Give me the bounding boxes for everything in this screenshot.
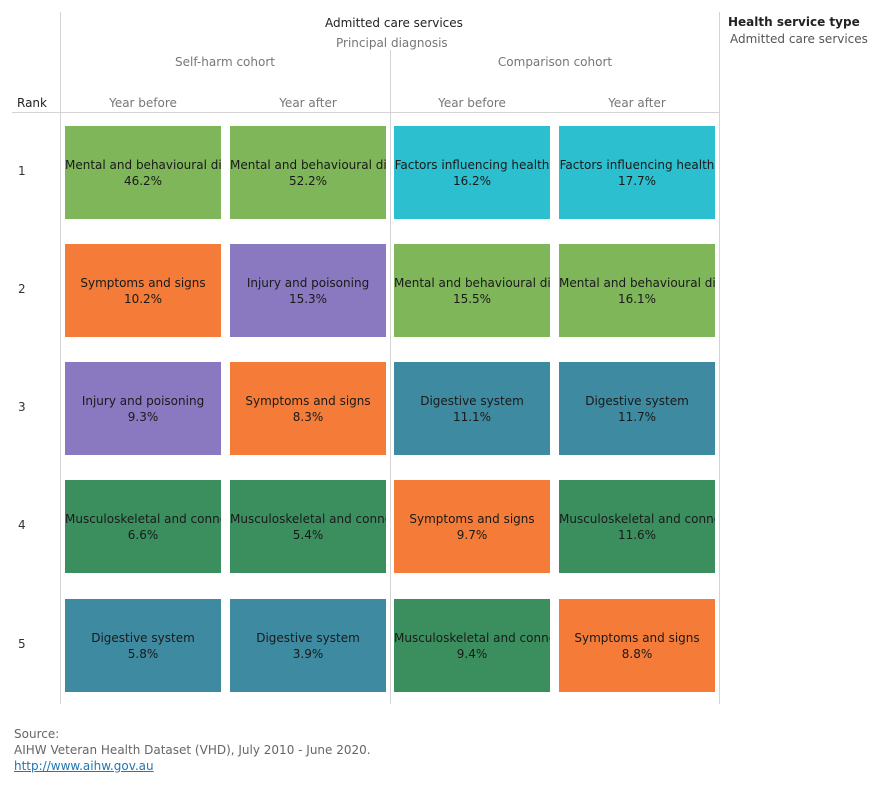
diagnosis-value: 11.7%: [617, 409, 657, 424]
diagnosis-label: Digestive system: [91, 630, 195, 645]
chart-title: Admitted care services: [325, 16, 463, 30]
diagnosis-value: 16.1%: [617, 291, 657, 306]
diagnosis-label: Mental and behavioural dis: [230, 157, 386, 172]
diagnosis-cell[interactable]: Musculoskeletal and conne 9.4%: [394, 599, 550, 692]
rank-label: 4: [18, 518, 26, 532]
diagnosis-value: 8.3%: [292, 409, 324, 424]
diagnosis-cell[interactable]: Digestive system 11.7%: [559, 362, 715, 455]
diagnosis-cell[interactable]: Musculoskeletal and conne 11.6%: [559, 480, 715, 573]
diagnosis-label: Digestive system: [585, 393, 689, 408]
grid-line-middle: [390, 50, 391, 704]
diagnosis-cell[interactable]: Factors influencing health 16.2%: [394, 126, 550, 219]
cohort-header: Self-harm cohort: [175, 55, 275, 69]
period-header: Year after: [279, 96, 337, 110]
diagnosis-value: 15.3%: [288, 291, 328, 306]
diagnosis-value: 8.8%: [621, 646, 653, 661]
diagnosis-cell[interactable]: Factors influencing health 17.7%: [559, 126, 715, 219]
diagnosis-value: 17.7%: [617, 173, 657, 188]
diagnosis-value: 3.9%: [292, 646, 324, 661]
diagnosis-cell[interactable]: Symptoms and signs 8.3%: [230, 362, 386, 455]
diagnosis-value: 6.6%: [127, 527, 159, 542]
diagnosis-label: Factors influencing health: [394, 157, 550, 172]
diagnosis-label: Musculoskeletal and conne: [230, 511, 386, 526]
legend-title: Health service type: [728, 15, 860, 29]
period-header: Year before: [109, 96, 177, 110]
period-header: Year before: [438, 96, 506, 110]
cohort-header: Comparison cohort: [497, 55, 613, 69]
diagnosis-value: 11.1%: [452, 409, 492, 424]
diagnosis-cell[interactable]: Musculoskeletal and conne 5.4%: [230, 480, 386, 573]
diagnosis-value: 9.7%: [456, 527, 488, 542]
diagnosis-cell[interactable]: Mental and behavioural dis 16.1%: [559, 244, 715, 337]
diagnosis-label: Musculoskeletal and conne: [394, 630, 550, 645]
chart-subtitle: Principal diagnosis: [336, 36, 448, 50]
diagnosis-value: 10.2%: [123, 291, 163, 306]
diagnosis-cell[interactable]: Symptoms and signs 10.2%: [65, 244, 221, 337]
diagnosis-label: Injury and poisoning: [81, 393, 205, 408]
diagnosis-label: Factors influencing health: [559, 157, 715, 172]
rank-label: 5: [18, 637, 26, 651]
diagnosis-value: 11.6%: [617, 527, 657, 542]
diagnosis-cell[interactable]: Digestive system 11.1%: [394, 362, 550, 455]
diagnosis-value: 15.5%: [452, 291, 492, 306]
rank-header: Rank: [17, 96, 47, 110]
legend-item[interactable]: Admitted care services: [730, 32, 868, 46]
diagnosis-label: Mental and behavioural dis: [394, 275, 550, 290]
diagnosis-cell[interactable]: Mental and behavioural dis 15.5%: [394, 244, 550, 337]
diagnosis-label: Mental and behavioural dis: [559, 275, 715, 290]
diagnosis-value: 52.2%: [288, 173, 328, 188]
diagnosis-label: Musculoskeletal and conne: [559, 511, 715, 526]
diagnosis-value: 9.4%: [456, 646, 488, 661]
diagnosis-label: Symptoms and signs: [574, 630, 700, 645]
rank-label: 1: [18, 164, 26, 178]
diagnosis-cell[interactable]: Symptoms and signs 9.7%: [394, 480, 550, 573]
diagnosis-value: 5.8%: [127, 646, 159, 661]
diagnosis-label: Mental and behavioural dis: [65, 157, 221, 172]
diagnosis-label: Symptoms and signs: [80, 275, 206, 290]
diagnosis-cell[interactable]: Digestive system 3.9%: [230, 599, 386, 692]
diagnosis-cell[interactable]: Injury and poisoning 9.3%: [65, 362, 221, 455]
source-text: AIHW Veteran Health Dataset (VHD), July …: [14, 743, 371, 757]
rank-label: 2: [18, 282, 26, 296]
grid-line-left: [60, 12, 61, 704]
diagnosis-cell[interactable]: Mental and behavioural dis 52.2%: [230, 126, 386, 219]
source-link[interactable]: http://www.aihw.gov.au: [14, 759, 154, 773]
source-label: Source:: [14, 727, 60, 741]
diagnosis-label: Symptoms and signs: [409, 511, 535, 526]
diagnosis-cell[interactable]: Mental and behavioural dis 46.2%: [65, 126, 221, 219]
diagnosis-value: 16.2%: [452, 173, 492, 188]
diagnosis-label: Digestive system: [420, 393, 524, 408]
diagnosis-cell[interactable]: Injury and poisoning 15.3%: [230, 244, 386, 337]
diagnosis-cell[interactable]: Symptoms and signs 8.8%: [559, 599, 715, 692]
diagnosis-label: Digestive system: [256, 630, 360, 645]
period-header: Year after: [608, 96, 666, 110]
source-block: Source: AIHW Veteran Health Dataset (VHD…: [14, 726, 371, 774]
diagnosis-value: 5.4%: [292, 527, 324, 542]
grid-line-right: [719, 12, 720, 704]
diagnosis-cell[interactable]: Digestive system 5.8%: [65, 599, 221, 692]
diagnosis-cell[interactable]: Musculoskeletal and conne 6.6%: [65, 480, 221, 573]
grid-line-header: [12, 112, 720, 113]
diagnosis-value: 9.3%: [127, 409, 159, 424]
rank-label: 3: [18, 400, 26, 414]
diagnosis-label: Symptoms and signs: [245, 393, 371, 408]
diagnosis-label: Injury and poisoning: [246, 275, 370, 290]
diagnosis-label: Musculoskeletal and conne: [65, 511, 221, 526]
diagnosis-value: 46.2%: [123, 173, 163, 188]
